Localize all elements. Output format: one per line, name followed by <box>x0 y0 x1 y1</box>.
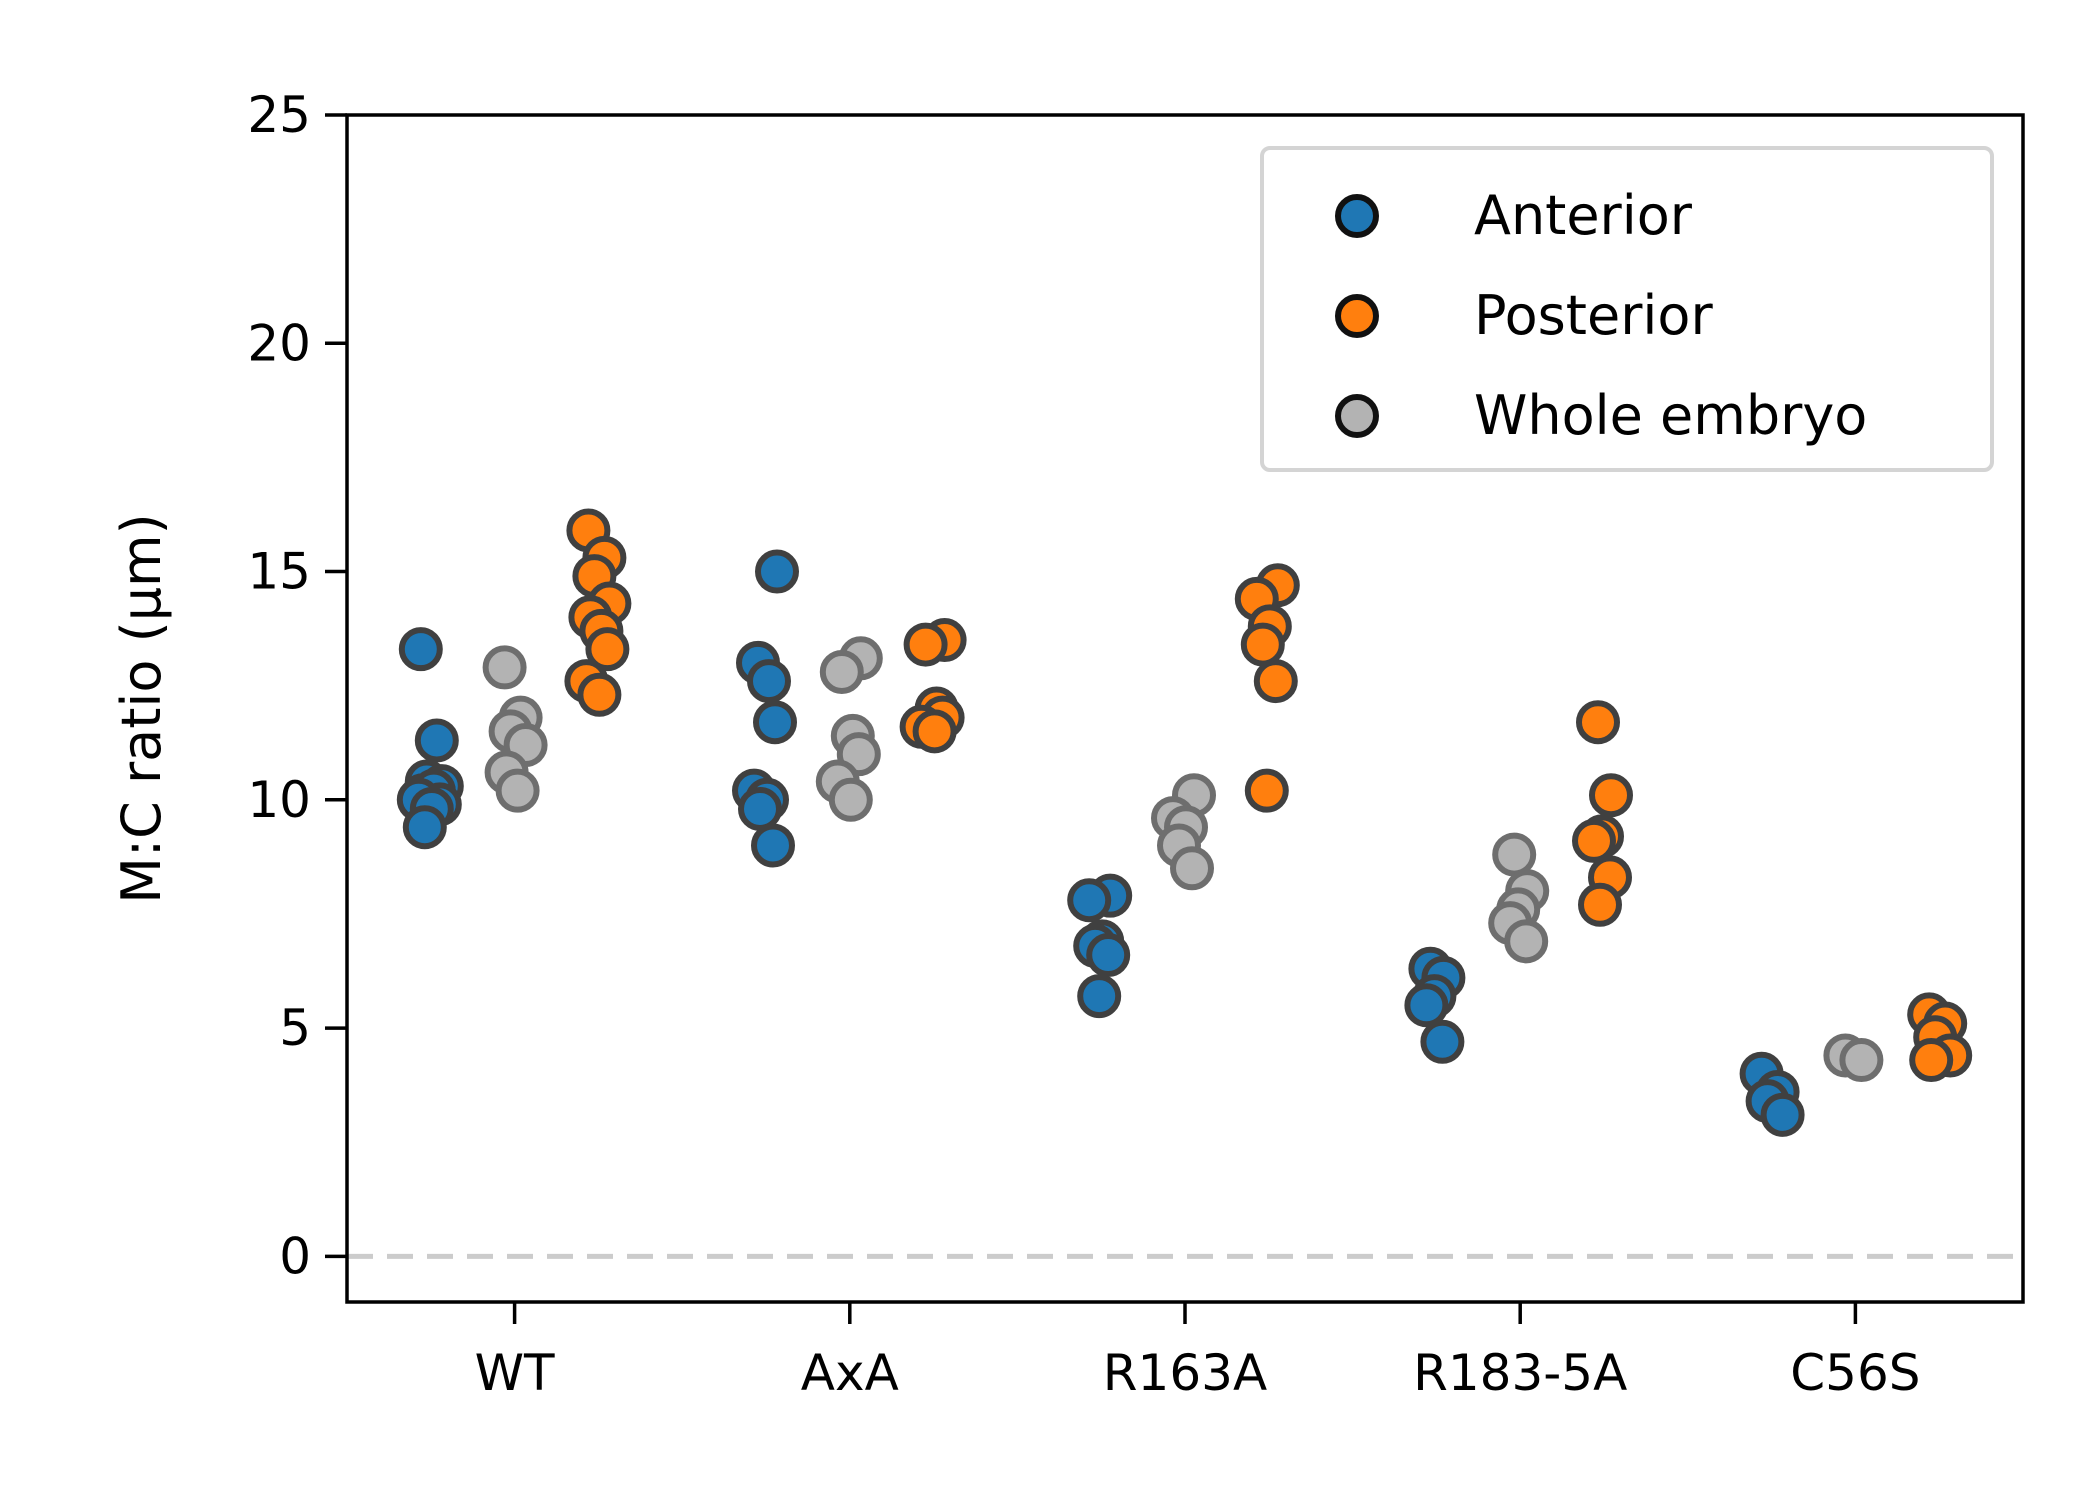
y-axis: 0 5 10 15 20 25 <box>247 86 347 1285</box>
legend-label-anterior: Anterior <box>1474 184 1693 247</box>
y-axis-title: M:C ratio (µm) <box>110 513 173 903</box>
data-point-whole-embryo <box>1504 919 1549 964</box>
data-point-anterior <box>414 718 459 763</box>
data-point-posterior <box>1909 1038 1954 1083</box>
data-point-whole-embryo <box>482 645 527 690</box>
x-tick-label: WT <box>475 1344 555 1402</box>
data-point-anterior <box>1404 983 1449 1028</box>
x-axis: WT AxA R163A R183-5A C56S <box>475 1302 1921 1402</box>
data-point-posterior <box>1240 622 1285 667</box>
data-point-posterior <box>1578 882 1622 927</box>
legend-label-posterior: Posterior <box>1474 284 1713 347</box>
data-point-anterior <box>751 823 795 868</box>
x-tick-label: AxA <box>801 1344 899 1402</box>
data-point-anterior <box>1420 1019 1465 1064</box>
legend-marker-anterior <box>1335 194 1379 238</box>
data-point-anterior <box>753 700 797 745</box>
data-point-posterior <box>912 709 957 754</box>
data-point-posterior <box>1576 700 1620 745</box>
x-tick-label: C56S <box>1790 1344 1920 1402</box>
y-tick-label: 15 <box>247 543 311 601</box>
data-point-posterior <box>903 622 948 667</box>
data-point-posterior <box>577 672 622 717</box>
x-tick-label: R183-5A <box>1413 1344 1627 1402</box>
data-point-whole-embryo <box>828 777 873 822</box>
plot-frame <box>345 113 2025 1304</box>
data-point-anterior <box>747 659 791 704</box>
y-tick-label: 5 <box>279 999 311 1057</box>
data-point-anterior <box>398 627 443 672</box>
data-points <box>396 508 1973 1137</box>
data-point-whole-embryo <box>819 649 864 694</box>
data-point-anterior <box>1086 933 1131 978</box>
data-point-whole-embryo <box>495 768 540 813</box>
y-tick-label: 25 <box>247 86 311 144</box>
plot-area: 0 5 10 15 20 25 WT AxA R163A R183-5A C56S <box>247 86 2025 1402</box>
legend: Anterior Posterior Whole embryo <box>1260 146 1994 472</box>
data-point-whole-embryo <box>1492 832 1537 877</box>
y-tick-label: 0 <box>279 1227 311 1285</box>
data-point-anterior <box>402 805 447 850</box>
data-point-anterior <box>755 549 799 594</box>
legend-marker-whole-embryo <box>1335 394 1379 438</box>
data-point-anterior <box>1760 1092 1805 1137</box>
data-point-posterior <box>1572 818 1616 863</box>
data-point-whole-embryo <box>1839 1038 1884 1083</box>
y-tick-label: 20 <box>247 314 311 372</box>
data-point-whole-embryo <box>1170 846 1214 891</box>
y-tick-label: 10 <box>247 771 311 829</box>
data-point-anterior <box>1067 878 1112 923</box>
legend-label-whole-embryo: Whole embryo <box>1474 384 1867 447</box>
data-point-anterior <box>738 786 782 831</box>
data-point-posterior <box>585 627 630 672</box>
data-point-posterior <box>1244 768 1289 813</box>
legend-box <box>1260 146 1994 472</box>
legend-marker-posterior <box>1335 294 1379 338</box>
data-point-posterior <box>1589 773 1633 818</box>
x-tick-label: R163A <box>1103 1344 1267 1402</box>
data-point-anterior <box>1077 974 1122 1019</box>
data-point-posterior <box>1253 659 1298 704</box>
